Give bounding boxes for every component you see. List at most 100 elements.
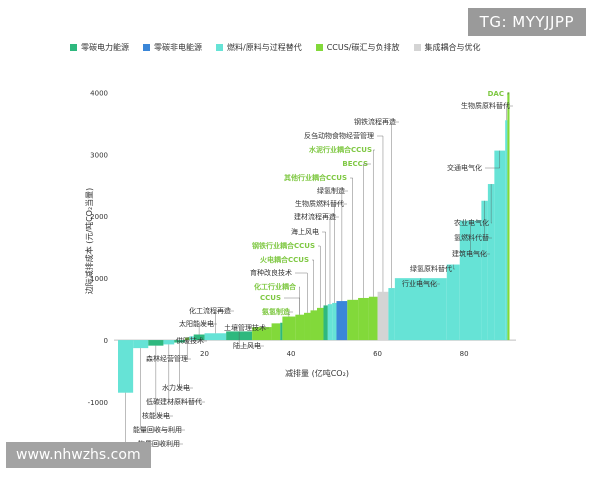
- x-tick-label: 20: [200, 350, 209, 358]
- annotation-label: 氢燃料代替: [454, 233, 489, 242]
- annotation-label: 反刍动物食物经营管理: [304, 131, 374, 140]
- annotation-label: CCUS: [260, 294, 281, 302]
- legend-item: 集成耦合与优化: [413, 42, 481, 53]
- legend-item: 零碳电力能源: [70, 42, 129, 53]
- annotation-leader-line: [140, 348, 185, 431]
- annotation-leader-line: [453, 264, 455, 270]
- annotation-leader-line: [470, 220, 490, 255]
- y-tick-label: 1000: [90, 275, 108, 283]
- annotation-label: 建筑电气化: [452, 249, 487, 258]
- bar-segment: [118, 340, 134, 393]
- annotation-leader-line: [420, 278, 440, 285]
- legend-label: 燃料/原料与过程替代: [227, 43, 302, 52]
- annotation-label: DAC: [488, 90, 504, 98]
- bar-segment: [358, 297, 369, 341]
- annotation-leader-line: [363, 163, 371, 298]
- annotation-leader-line: [312, 259, 314, 311]
- annotation-label: 森林经营管理: [146, 354, 188, 363]
- y-tick-label: 3000: [90, 151, 108, 159]
- legend-swatch: [413, 44, 421, 51]
- annotation-label: 土壤管理技术: [224, 323, 266, 332]
- annotation-leader-line: [261, 327, 269, 329]
- legend-swatch: [143, 44, 150, 51]
- bar-segment: [271, 323, 281, 341]
- annotation-leader-line: [155, 345, 173, 417]
- annotation-label: 行业电气化: [402, 279, 437, 288]
- annotation-label: 海上风电: [291, 227, 319, 236]
- annotation-label: 水泥行业耦合CCUS: [309, 145, 372, 154]
- annotation-leader-line: [341, 190, 348, 302]
- bar-segment: [204, 333, 227, 341]
- legend-item: 燃料/原料与过程替代: [216, 42, 302, 53]
- annotation-leader-line: [318, 245, 321, 308]
- annotation-label: 绿氢制造: [317, 186, 345, 195]
- legend-label: CCUS/碳汇与负排放: [326, 43, 400, 52]
- bar-segment: [323, 305, 328, 341]
- annotation-label: 其他行业耦合CCUS: [284, 173, 347, 182]
- bar-segment: [336, 301, 348, 341]
- bar-segment: [487, 184, 495, 341]
- y-tick-label: -1000: [88, 399, 108, 407]
- bar-segment: [446, 264, 460, 341]
- annotation-leader-line: [377, 135, 384, 292]
- bar-segment: [327, 304, 333, 341]
- annotation-label: 低碳建材原料替代: [146, 397, 202, 406]
- bar-segment: [282, 316, 296, 341]
- annotation-leader-line: [391, 121, 399, 289]
- bar-segment: [148, 340, 164, 346]
- annotation-leader-line: [507, 92, 509, 95]
- annotation-label: 陆上风电: [233, 341, 261, 350]
- chart-legend: 零碳电力能源 零碳非电能源 燃料/原料与过程替代 CCUS/碳汇与负排放 集成耦合与优化: [70, 42, 481, 53]
- bar-segment: [163, 340, 175, 345]
- annotation-leader-line: [284, 297, 300, 315]
- annotation-label: 生物质燃料替代: [295, 199, 344, 208]
- annotation-leader-line: [490, 184, 492, 224]
- annotation-leader-line: [238, 331, 264, 347]
- annotation-leader-line: [198, 323, 217, 335]
- annotation-label: 钢铁流程再造: [354, 117, 396, 126]
- bar-segment: [368, 296, 378, 341]
- x-tick-label: 40: [287, 350, 296, 358]
- bar-segment: [481, 200, 488, 341]
- legend-label: 零碳非电能源: [154, 43, 202, 52]
- bar-segment: [494, 150, 506, 341]
- y-tick-label: 0: [104, 337, 108, 345]
- annotation-leader-line: [506, 105, 513, 121]
- annotation-leader-line: [168, 344, 205, 403]
- y-tick-label: 4000: [90, 89, 108, 97]
- annotation-label: 建材流程再造: [294, 212, 336, 221]
- annotation-leader-line: [484, 200, 492, 239]
- annotation-label: 能量回收与利用: [133, 425, 182, 434]
- annotation-leader-line: [373, 149, 375, 297]
- bar-segment: [317, 307, 324, 341]
- annotation-label: 化工行业耦合: [254, 282, 297, 291]
- legend-label: 集成耦合与优化: [424, 43, 481, 52]
- annotation-label: BECCS: [342, 160, 368, 168]
- bar-segment: [394, 278, 447, 341]
- watermark-bottom: www.nhwzhs.com: [6, 442, 151, 468]
- bar-segment: [505, 120, 508, 341]
- annotation-leader-line: [295, 272, 308, 313]
- bar-segment: [252, 327, 272, 341]
- annotation-leader-line: [187, 337, 191, 360]
- annotation-leader-line: [485, 150, 500, 169]
- annotation-leader-line: [329, 216, 339, 305]
- watermark-top: TG: MYYJJPP: [467, 8, 586, 36]
- bar-segment: [332, 302, 337, 341]
- annotation-label: 钢铁行业耦合CCUS: [252, 241, 315, 250]
- bar-segment: [280, 322, 283, 341]
- annotation-label: 物质回收利用: [138, 439, 180, 448]
- bar-segment: [174, 340, 186, 343]
- annotation-leader-line: [215, 310, 234, 334]
- bar-segment: [304, 312, 311, 341]
- x-axis-label: 减排量 (亿吨CO₂): [285, 368, 349, 378]
- bar-segment: [133, 340, 149, 349]
- x-tick-label: 60: [373, 350, 382, 358]
- legend-item: 零碳非电能源: [143, 42, 202, 53]
- annotation-label: 太阳能发电: [179, 319, 214, 328]
- legend-swatch: [70, 44, 77, 51]
- x-tick-label: 80: [460, 350, 469, 358]
- bar-segment: [459, 220, 482, 341]
- bar-segment: [507, 92, 510, 341]
